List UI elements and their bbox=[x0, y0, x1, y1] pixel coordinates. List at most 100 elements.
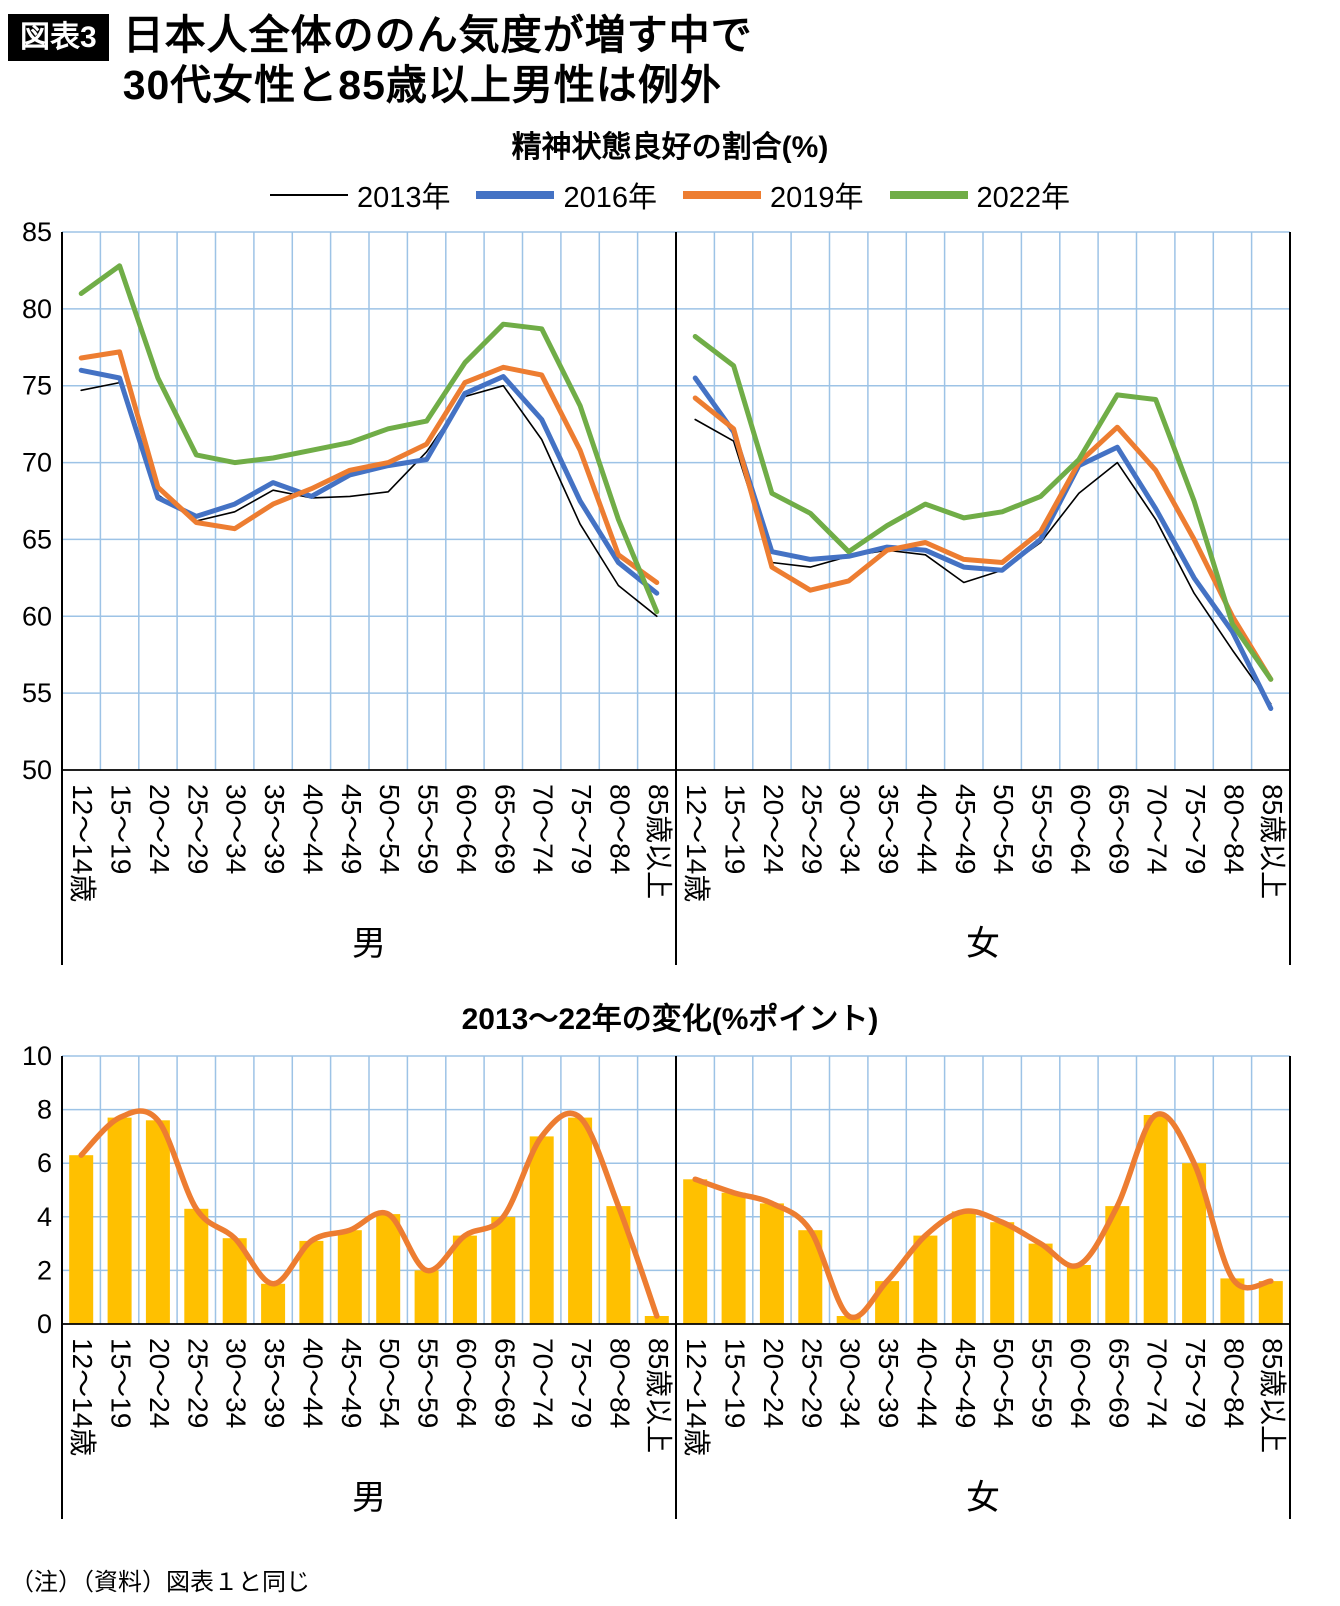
x-axis-label: 35〜39 bbox=[259, 1338, 290, 1428]
change-bar bbox=[414, 1270, 439, 1325]
legend-item-2019年: 2019年 bbox=[683, 174, 864, 216]
source-note: （注）（資料）図表１と同じ bbox=[10, 1569, 310, 1597]
x-axis-label: 65〜69 bbox=[489, 784, 520, 874]
change-bar bbox=[376, 1214, 401, 1325]
change-bar bbox=[337, 1230, 362, 1325]
series-line-2013年-women bbox=[694, 418, 1272, 705]
legend-label: 2016年 bbox=[563, 182, 657, 215]
x-axis-label: 45〜49 bbox=[336, 1338, 367, 1428]
y-axis-label: 10 bbox=[22, 1046, 52, 1071]
legend-swatch-2013年 bbox=[269, 194, 348, 197]
x-axis-label: 12〜14歳 bbox=[681, 784, 712, 902]
x-axis-label: 25〜29 bbox=[182, 1338, 213, 1428]
x-axis-label: 40〜44 bbox=[911, 1338, 942, 1428]
legend-item-2016年: 2016年 bbox=[476, 174, 657, 216]
x-axis-label: 25〜29 bbox=[796, 1338, 827, 1428]
x-axis-label: 80〜84 bbox=[604, 784, 635, 874]
trend-line-women bbox=[692, 1111, 1274, 1321]
change-bar bbox=[759, 1203, 784, 1325]
gridlines bbox=[61, 231, 1291, 771]
y-axis-label: 2 bbox=[37, 1255, 52, 1285]
x-axis-label: 45〜49 bbox=[336, 784, 367, 874]
y-axis-label: 55 bbox=[22, 678, 52, 708]
x-axis-label: 75〜79 bbox=[1180, 784, 1211, 874]
x-axis-label: 65〜69 bbox=[489, 1338, 520, 1428]
y-axis-label: 0 bbox=[37, 1309, 52, 1339]
change-bar bbox=[951, 1211, 976, 1325]
x-axis-label: 75〜79 bbox=[1180, 1338, 1211, 1428]
series-line-2016年-women bbox=[692, 375, 1274, 712]
x-axis-label: 50〜54 bbox=[374, 1338, 405, 1428]
axes bbox=[61, 1056, 1291, 1520]
legend-label: 2019年 bbox=[770, 182, 864, 215]
y-axis-label: 8 bbox=[37, 1095, 52, 1125]
series-line-2019年-men bbox=[78, 349, 660, 586]
x-axis-label: 85歳以上 bbox=[643, 1338, 674, 1453]
x-axis-label: 30〜34 bbox=[221, 784, 252, 874]
y-axis-label: 70 bbox=[22, 448, 52, 478]
x-axis-label: 80〜84 bbox=[1218, 1338, 1249, 1428]
x-axis-label: 40〜44 bbox=[911, 784, 942, 874]
series-line-2022年-men bbox=[78, 263, 660, 615]
change-bar bbox=[145, 1120, 170, 1325]
x-axis-label: 30〜34 bbox=[221, 1338, 252, 1428]
x-axis-label: 75〜79 bbox=[566, 784, 597, 874]
x-axis-label: 80〜84 bbox=[1218, 784, 1249, 874]
group-label-men: 男 bbox=[352, 1479, 386, 1517]
x-axis-label: 25〜29 bbox=[796, 784, 827, 874]
chart1-legend: 2013年 2016年 2019年 2022年 bbox=[0, 174, 1340, 216]
x-axis-label: 15〜19 bbox=[106, 1338, 137, 1428]
x-axis-label: 85歳以上 bbox=[1257, 1338, 1288, 1453]
y-axis-label: 75 bbox=[22, 371, 52, 401]
y-axis-label: 85 bbox=[22, 218, 52, 247]
legend-label: 2022年 bbox=[976, 182, 1071, 215]
chart2-title: 2013〜22年の変化(%ポイント) bbox=[461, 1003, 879, 1037]
x-axis-label: 20〜24 bbox=[758, 784, 789, 874]
x-axis-label: 60〜64 bbox=[1065, 1338, 1096, 1428]
change-bar bbox=[491, 1216, 516, 1325]
change-bar bbox=[452, 1235, 477, 1325]
x-axis-label: 20〜24 bbox=[758, 1338, 789, 1428]
change-bar bbox=[721, 1192, 746, 1325]
change-bar bbox=[644, 1316, 669, 1325]
x-axis-label: 30〜34 bbox=[835, 1338, 866, 1428]
x-axis-label: 85歳以上 bbox=[643, 784, 674, 899]
y-axis-label: 6 bbox=[37, 1148, 52, 1178]
x-axis-label: 70〜74 bbox=[1142, 784, 1173, 874]
change-bar bbox=[299, 1240, 324, 1325]
y-axis-label: 60 bbox=[22, 601, 52, 631]
group-label-men: 男 bbox=[352, 925, 386, 963]
change-bar bbox=[990, 1222, 1015, 1325]
figure-title-line2: 30代女性と85歳以上男性は例外 bbox=[122, 62, 722, 109]
change-bar bbox=[529, 1136, 554, 1325]
x-axis-label: 55〜59 bbox=[1027, 784, 1058, 874]
x-axis-label: 85歳以上 bbox=[1257, 784, 1288, 899]
axes bbox=[61, 232, 1291, 966]
x-axis-label: 60〜64 bbox=[451, 784, 482, 874]
change-bar bbox=[184, 1208, 209, 1325]
change-bar bbox=[913, 1235, 938, 1325]
trend-line-men bbox=[78, 1108, 660, 1319]
x-axis-label: 50〜54 bbox=[374, 784, 405, 874]
x-axis-label: 55〜59 bbox=[413, 1338, 444, 1428]
x-axis-label: 15〜19 bbox=[720, 784, 751, 874]
x-axis-label: 70〜74 bbox=[528, 784, 559, 874]
y-axis-label: 80 bbox=[22, 294, 52, 324]
x-axis-label: 30〜34 bbox=[835, 784, 866, 874]
x-axis-label: 25〜29 bbox=[182, 784, 213, 874]
x-axis-label: 35〜39 bbox=[259, 784, 290, 874]
change-bar bbox=[1028, 1243, 1053, 1325]
x-axis-label: 15〜19 bbox=[720, 1338, 751, 1428]
figure-title-line1: 日本人全体ののん気度が増す中で bbox=[122, 12, 753, 58]
x-axis-label: 20〜24 bbox=[144, 784, 175, 874]
change-bar bbox=[69, 1155, 94, 1325]
legend-item-2013年: 2013年 bbox=[269, 174, 450, 216]
figure-title: 日本人全体ののん気度が増す中で 30代女性と85歳以上男性は例外 bbox=[123, 10, 753, 110]
x-axis-label: 15〜19 bbox=[106, 784, 137, 874]
x-axis-label: 45〜49 bbox=[950, 784, 981, 874]
change-bar bbox=[568, 1117, 593, 1325]
x-axis-label: 70〜74 bbox=[1142, 1338, 1173, 1428]
change-bar bbox=[836, 1316, 861, 1325]
